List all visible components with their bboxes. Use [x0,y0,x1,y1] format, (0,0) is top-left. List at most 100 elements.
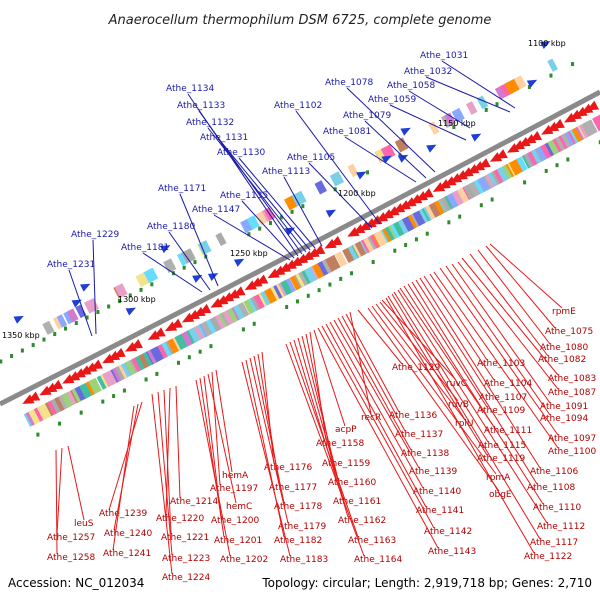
reverse-gene-arrow [170,318,183,329]
forward-gene-leader-line [441,60,516,109]
forward-gene-leader-line [168,231,211,291]
reverse-gene-arrow [524,134,537,144]
reverse-gene-leader-line [207,373,237,504]
reverse-gene-leader-line [477,249,551,345]
reverse-gene-label: Athe_1142 [424,527,472,537]
reverse-gene-arrow [181,312,195,323]
gc-tick [150,282,154,287]
reverse-gene-label: obgE [489,490,512,500]
gc-tick [404,243,408,248]
feature-block [163,258,177,273]
feature-block [540,143,553,159]
reverse-gene-arrow [461,167,474,177]
feature-block [477,175,492,193]
reverse-gene-arrow [199,303,212,314]
reverse-gene-arrow [124,342,138,352]
feature-block [255,211,268,226]
feature-block [238,302,250,318]
genome-backbone [0,89,600,407]
accession-label: Accession: NC_012034 [8,576,144,590]
forward-gene-label: Athe_1229 [71,230,119,240]
forward-gene-arrow [400,127,411,136]
reverse-gene-arrow [586,100,600,111]
reverse-gene-arrow [22,394,35,404]
reverse-gene-label: Athe_1182 [274,536,322,546]
reverse-gene-leader-line [157,391,173,556]
gc-tick [139,287,143,292]
gc-tick [53,332,57,337]
reverse-gene-leader-line [423,275,495,381]
reverse-gene-label: Athe_1241 [103,549,151,559]
reverse-gene-arrow [210,298,223,308]
reverse-gene-arrow [307,247,320,258]
forward-gene-arrow [233,258,245,267]
feature-block [167,338,180,354]
forward-gene-label: Athe_1031 [420,51,468,61]
forward-gene-label: Athe_1135 [220,191,268,201]
reverse-gene-label: Athe_1158 [316,439,364,449]
gc-tick [495,102,499,107]
forward-gene-leader-line [408,90,471,129]
reverse-gene-leader-line [375,303,466,421]
reverse-gene-label: Athe_1177 [269,483,317,493]
forward-gene-label: Athe_1078 [325,78,373,88]
gc-tick [555,163,559,168]
feature-block [38,402,55,420]
reverse-gene-arrow [278,262,292,273]
gc-tick [241,327,245,332]
reverse-gene-leader-line [451,263,551,404]
reverse-gene-label: Athe_1082 [538,355,586,365]
reverse-gene-arrow [164,321,178,332]
reverse-gene-arrow [495,149,508,159]
reverse-gene-leader-line [433,271,559,449]
feature-block [444,112,456,127]
reverse-gene-arrow [569,109,582,120]
forward-gene-leader-line [187,93,299,257]
gc-tick [247,232,251,237]
forward-gene-leader-line [213,214,291,261]
feature-blocks-inner [23,114,600,427]
reverse-gene-label: Athe_1143 [428,547,476,557]
reverse-gene-leader-line [469,253,549,357]
reverse-gene-label: Athe_1108 [527,483,575,493]
forward-gene-label: Athe_1180 [147,222,195,232]
kbp-marker-label: 1100 kbp [528,39,566,48]
forward-gene-leader-line [344,136,417,183]
feature-block [581,119,598,137]
gc-tick [328,282,332,287]
gc-tick [20,348,24,353]
reverse-gene-leader-line [249,357,289,524]
gc-tick [36,432,40,437]
reverse-gene-arrow [39,385,52,396]
gc-tick [107,304,111,309]
reverse-gene-label: Athe_1109 [477,406,525,416]
forward-gene-leader-line [425,76,511,113]
reverse-gene-arrow [529,130,543,141]
feature-block [42,320,55,335]
reverse-gene-label: Athe_1115 [478,441,526,451]
reverse-gene-arrow [296,253,309,264]
reverse-gene-leader-line [407,283,488,408]
reverse-gene-arrow [50,379,64,390]
reverse-gene-leader-line [439,267,559,436]
reverse-gene-leader-line [393,291,489,443]
reverse-gene-label: Athe_1141 [416,506,464,516]
feature-block [198,240,212,255]
gc-tick [182,265,186,270]
reverse-gene-leader-line [333,319,420,469]
feature-block [401,215,416,232]
gc-tick [187,355,191,360]
gc-tick [523,180,527,185]
gc-tick [112,394,116,399]
reverse-gene-arrow [187,309,200,320]
feature-block [342,246,357,264]
gc-tick [10,354,14,359]
reverse-gene-leader-line [321,325,435,529]
reverse-gene-arrow [489,152,503,162]
gc-tick [350,271,354,276]
feature-block [325,254,341,272]
feature-block [114,283,128,298]
reverse-gene-arrow [250,277,263,288]
reverse-gene-arrow [478,158,491,168]
reverse-gene-arrow [130,339,143,349]
